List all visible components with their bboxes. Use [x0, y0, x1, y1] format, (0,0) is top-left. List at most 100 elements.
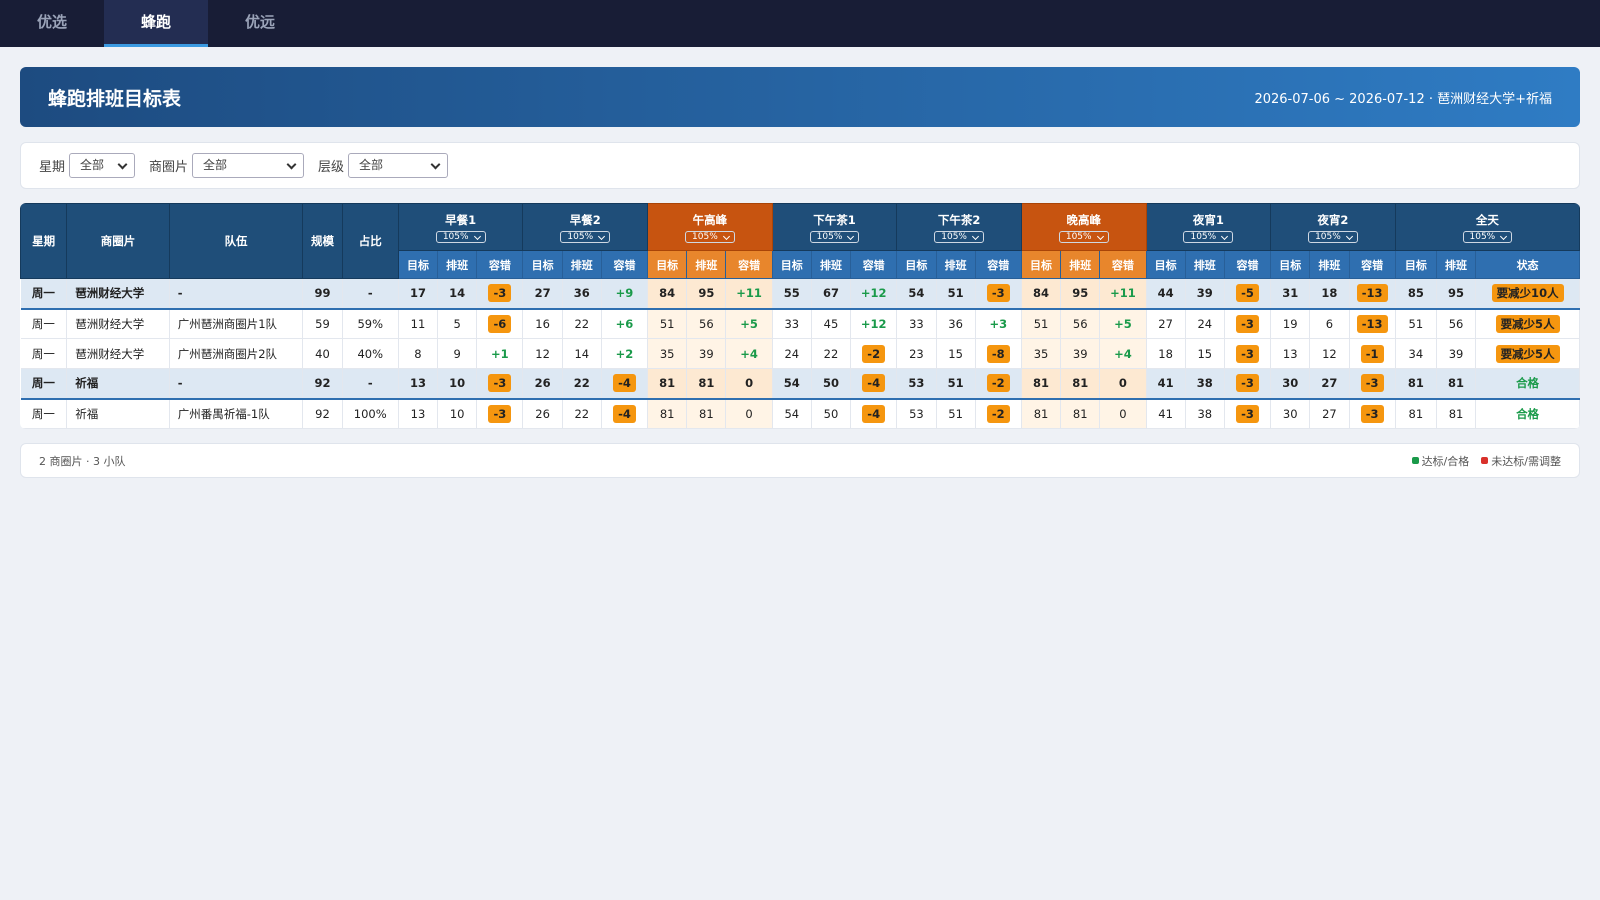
period-name: 早餐2: [569, 212, 601, 227]
value-cell: 34: [1395, 338, 1437, 369]
value-cell: 24: [772, 338, 812, 369]
value-cell: 81: [1021, 368, 1062, 399]
tolerance: +12: [860, 286, 887, 301]
ratio-select[interactable]: 105%: [809, 230, 860, 243]
tolerance: -13: [1356, 284, 1388, 303]
filter-select[interactable]: 全部: [192, 153, 305, 178]
tolerance: -2: [986, 374, 1010, 393]
tolerance-cell: -4: [601, 398, 649, 429]
period-header: 下午茶1 105%: [771, 203, 898, 251]
value-cell: 26: [522, 398, 563, 429]
value-cell: 41: [1146, 368, 1186, 399]
value-cell: 56: [686, 308, 727, 339]
value-cell: 18: [1146, 338, 1186, 369]
tolerance: +4: [1114, 346, 1132, 361]
period-header: 晚高峰 105%: [1020, 203, 1147, 251]
ratio-select[interactable]: 105%: [435, 230, 486, 243]
tolerance: -2: [862, 344, 886, 363]
tolerance-cell: +11: [725, 278, 773, 309]
tolerance-cell: -8: [975, 338, 1022, 369]
value-cell: 81: [1060, 398, 1101, 429]
filter-select[interactable]: 全部: [348, 153, 449, 178]
ratio-select[interactable]: 105%: [1058, 230, 1109, 243]
period-header: 夜宵1 105%: [1145, 203, 1272, 251]
value-cell: 51: [936, 278, 976, 309]
ratio-select[interactable]: 105%: [1308, 230, 1358, 243]
status: 合格: [1516, 406, 1540, 421]
footer: 2 商圈片 · 3 小队 达标/合格 未达标/需调整: [20, 443, 1580, 478]
tab[interactable]: 优远: [244, 13, 275, 31]
table-row: 周一 琶洲财经大学 -99-17 14 -3 27 36 +9 84 95 +11 55 67 +12 54…: [20, 278, 1580, 309]
filter-select[interactable]: 全部: [69, 153, 136, 178]
value-cell: 51: [1021, 308, 1062, 339]
tolerance-cell: +5: [725, 308, 773, 339]
tolerance-cell: -3: [1224, 398, 1272, 429]
tolerance-cell: -3: [1349, 398, 1396, 429]
value-cell: 14: [437, 278, 478, 309]
ratio-select[interactable]: 105%: [1183, 230, 1234, 243]
value-cell: 56: [1436, 308, 1477, 339]
tolerance: -3: [986, 284, 1010, 303]
tolerance-cell: -4: [850, 398, 898, 429]
sub-header: 排班: [1309, 250, 1350, 279]
value-cell: 44: [1146, 278, 1186, 309]
value-cell: 9: [437, 338, 478, 369]
tolerance-cell: -3: [476, 398, 524, 429]
status-cell: 要减少5人: [1475, 308, 1580, 339]
status: 要减少5人: [1495, 344, 1560, 363]
ratio-select[interactable]: 105%: [1462, 230, 1513, 243]
tab[interactable]: 蜂跑: [104, 0, 208, 47]
value-cell: 12: [1309, 338, 1350, 369]
sub-header: 容错: [725, 250, 773, 279]
tolerance-cell: +3: [975, 308, 1022, 339]
sub-header: 容错: [476, 250, 524, 279]
schedule-table: 星期 商圈片 队伍 规模 占比 早餐1 105% 早餐2 105% 午高峰 105% 下午茶1 105%…: [20, 203, 1580, 429]
tolerance: -4: [862, 374, 886, 393]
tolerance-cell: 0: [725, 368, 773, 399]
value-cell: 11: [398, 308, 439, 339]
value-cell: 33: [772, 308, 812, 339]
tolerance-cell: +11: [1099, 278, 1147, 309]
value-cell: 81: [647, 398, 688, 429]
status: 要减少5人: [1495, 314, 1560, 333]
page-title: 蜂跑排班目标表: [48, 87, 182, 110]
value-cell: 18: [1309, 278, 1350, 309]
tolerance: -4: [613, 374, 636, 393]
tolerance-cell: -3: [1224, 338, 1272, 369]
tolerance-cell: -3: [476, 278, 524, 309]
tolerance: -6: [488, 314, 512, 333]
ratio-select[interactable]: 105%: [934, 230, 984, 243]
value-cell: 31: [1270, 278, 1311, 309]
tolerance: 0: [745, 376, 754, 391]
area-cell: 祈福: [66, 398, 170, 429]
sub-header: 目标: [522, 250, 563, 279]
ratio-select[interactable]: 105%: [560, 230, 611, 243]
value-cell: 30: [1270, 368, 1311, 399]
tolerance: +11: [736, 286, 762, 301]
value-cell: 19: [1270, 308, 1311, 339]
value-cell: 13: [398, 398, 439, 429]
tolerance-cell: -13: [1349, 278, 1396, 309]
value-cell: 6: [1309, 308, 1350, 339]
value-cell: 17: [398, 278, 439, 309]
header-row: 星期 商圈片 队伍 规模 占比 早餐1 105% 早餐2 105% 午高峰 105% 下午茶1 105%…: [20, 203, 1580, 279]
value-cell: 23: [896, 338, 937, 369]
value-cell: 51: [936, 368, 976, 399]
filter-label: 层级: [318, 160, 345, 175]
value-cell: 26: [522, 368, 563, 399]
value-cell: 81: [1021, 398, 1062, 429]
tab[interactable]: 优选: [36, 13, 67, 31]
value-cell: 35: [647, 338, 688, 369]
value-cell: 81: [1395, 368, 1437, 399]
day-cell: 周一: [20, 368, 68, 399]
status: 合格: [1516, 376, 1540, 391]
value-cell: 8: [398, 338, 439, 369]
ratio-select[interactable]: 105%: [685, 230, 735, 243]
value-cell: 41: [1146, 398, 1186, 429]
tolerance-cell: 0: [725, 398, 773, 429]
sub-header: 容错: [1223, 250, 1272, 279]
value-cell: 27: [1146, 308, 1186, 339]
tolerance-cell: +4: [725, 338, 773, 369]
tolerance: -3: [488, 404, 512, 423]
tolerance-cell: +12: [850, 308, 898, 339]
